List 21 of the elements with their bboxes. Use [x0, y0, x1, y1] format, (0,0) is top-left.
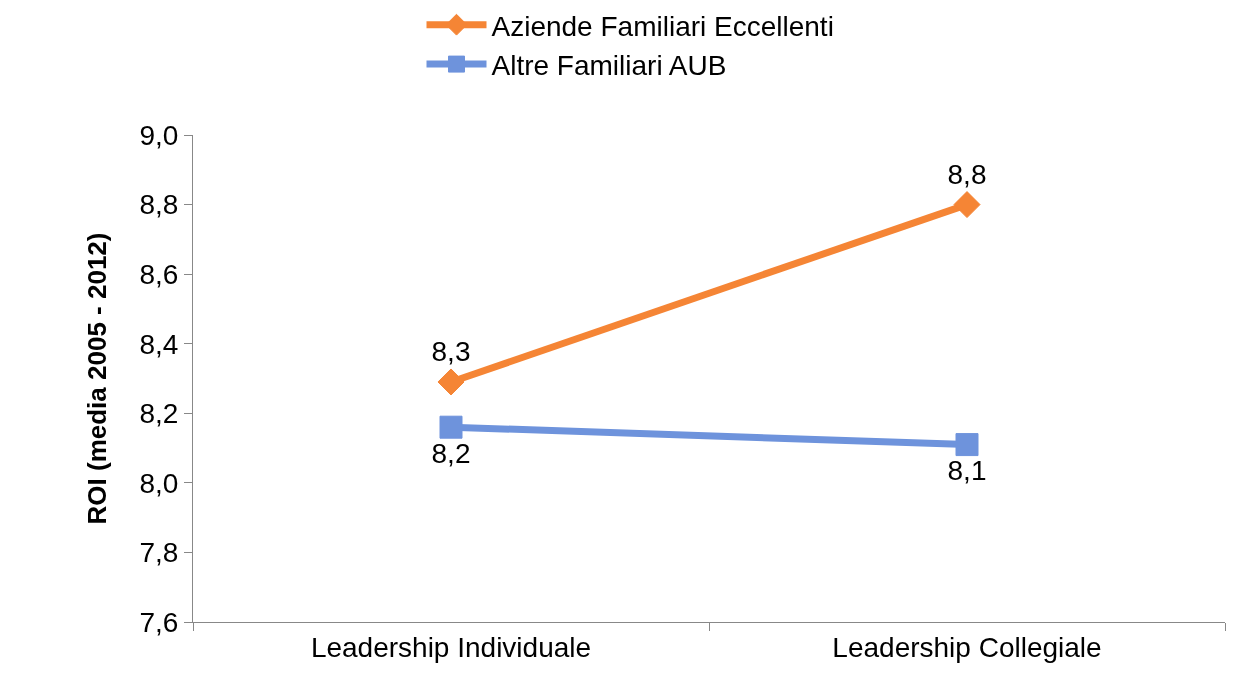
y-axis-title: ROI (media 2005 - 2012) — [81, 232, 112, 525]
data-label: 8,3 — [431, 336, 471, 368]
data-label: 8,2 — [431, 437, 471, 469]
y-tick-label: 8,8 — [139, 189, 179, 221]
y-tick-label: 8,6 — [139, 258, 179, 290]
point — [955, 433, 979, 457]
point — [953, 191, 981, 219]
data-label: 8,1 — [947, 455, 987, 487]
y-tick-label: 7,8 — [139, 537, 179, 569]
y-tick-label: 9,0 — [139, 119, 179, 151]
point — [439, 415, 463, 439]
x-tick-label: Leadership Collegiale — [832, 631, 1102, 663]
legend-label: Altre Familiari AUB — [491, 50, 727, 82]
y-tick-label: 8,0 — [139, 467, 179, 499]
x-tick-label: Leadership Individuale — [310, 631, 592, 663]
y-tick-label: 8,2 — [139, 398, 179, 430]
data-label: 8,8 — [947, 159, 987, 191]
y-tick-label: 7,6 — [139, 606, 179, 638]
legend-label: Aziende Familiari Eccellenti — [491, 10, 834, 42]
point — [437, 368, 465, 396]
y-tick-label: 8,4 — [139, 328, 179, 360]
